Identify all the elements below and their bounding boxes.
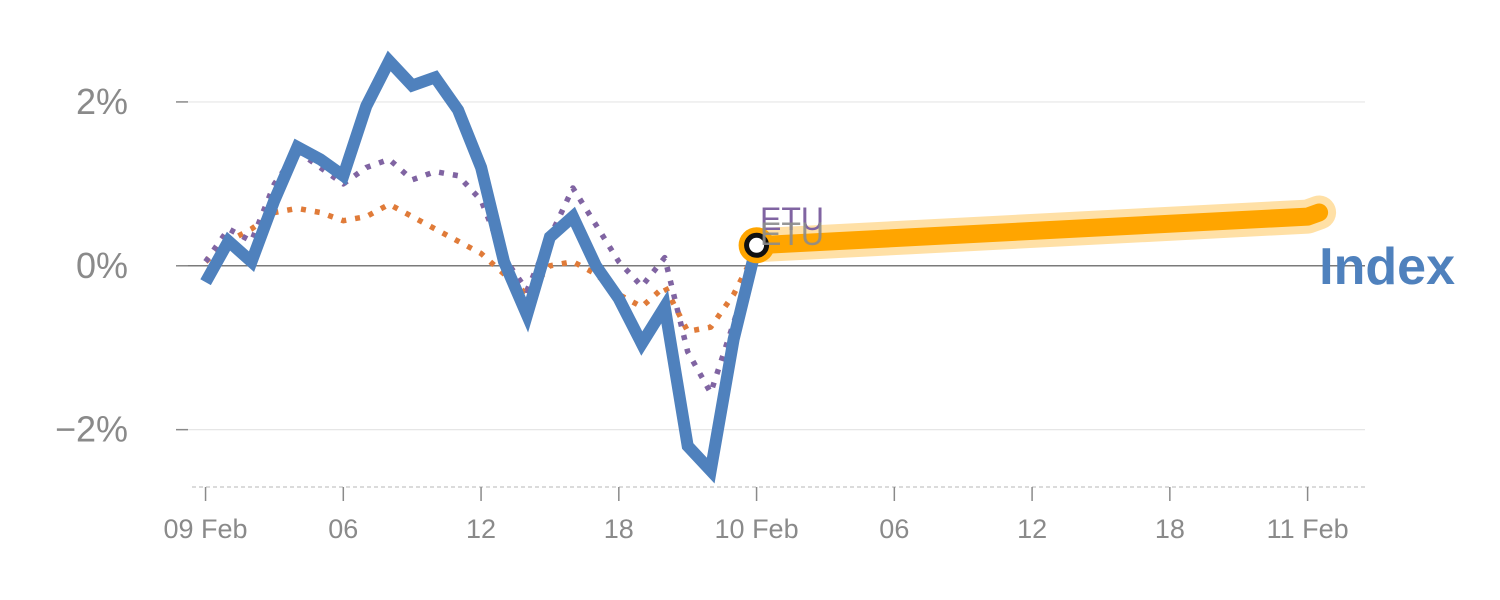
x-tick-label: 11 Feb bbox=[1267, 514, 1349, 544]
series bbox=[200, 50, 1337, 484]
x-tick-label: 12 bbox=[1017, 514, 1047, 544]
x-tick-label: 18 bbox=[1155, 514, 1185, 544]
x-tick-label: 09 Feb bbox=[164, 514, 248, 544]
markers bbox=[738, 227, 775, 264]
x-tick-label: 06 bbox=[879, 514, 909, 544]
annotation-etu-orange: ETU bbox=[760, 216, 824, 252]
series-line-dotted bbox=[203, 201, 760, 335]
junction-marker bbox=[744, 232, 770, 258]
series-line-index bbox=[200, 50, 763, 484]
x-tick-label: 06 bbox=[328, 514, 358, 544]
series-end-label-index: Index bbox=[1319, 238, 1455, 296]
series-line-dotted bbox=[203, 148, 760, 396]
forecast-band bbox=[747, 203, 1329, 255]
annotation-etu-purple: ETU bbox=[760, 201, 824, 237]
x-tick-label: 12 bbox=[466, 514, 496, 544]
y-tick-label: −2% bbox=[55, 409, 128, 450]
x-tick-label: 10 Feb bbox=[715, 514, 799, 544]
x-tick-label: 18 bbox=[604, 514, 634, 544]
labels: ETU ETU Index bbox=[760, 201, 1455, 296]
y-tick-label: 2% bbox=[76, 81, 128, 122]
gridlines bbox=[178, 101, 1365, 431]
axes: 2% 0% −2% 09 Feb 06 12 18 10 Feb 06 12 18 11 Feb bbox=[55, 81, 1365, 544]
y-tick-label: 0% bbox=[76, 245, 128, 286]
